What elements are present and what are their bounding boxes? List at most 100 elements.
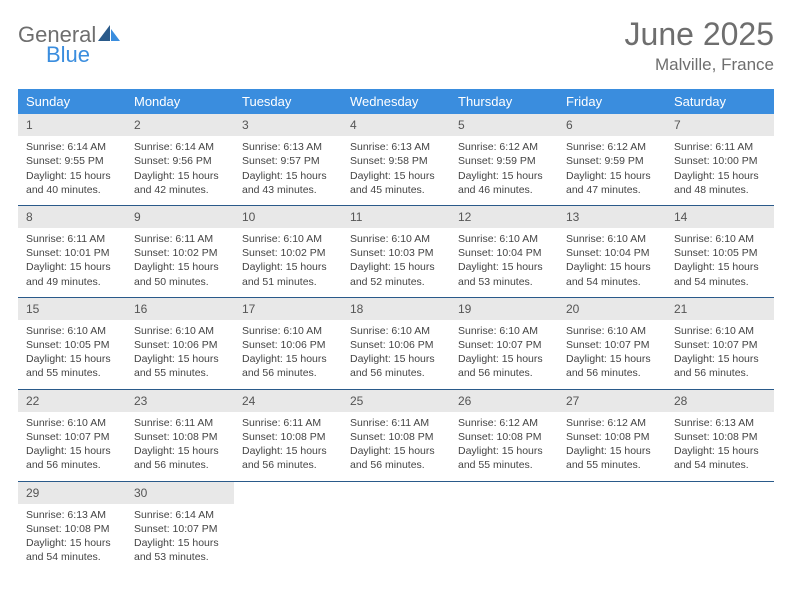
day-number-empty	[234, 482, 342, 504]
day-details: Sunrise: 6:11 AMSunset: 10:00 PMDaylight…	[666, 136, 774, 205]
sunset-line: Sunset: 10:08 PM	[26, 522, 118, 536]
daylight-line: Daylight: 15 hours and 47 minutes.	[566, 169, 658, 197]
sunset-line: Sunset: 9:59 PM	[566, 154, 658, 168]
day-details: Sunrise: 6:10 AMSunset: 10:05 PMDaylight…	[666, 228, 774, 297]
day-number: 15	[18, 298, 126, 320]
calendar-header-row: Sunday Monday Tuesday Wednesday Thursday…	[18, 89, 774, 114]
daylight-line: Daylight: 15 hours and 54 minutes.	[674, 444, 766, 472]
sunset-line: Sunset: 9:58 PM	[350, 154, 442, 168]
calendar-day: 11Sunrise: 6:10 AMSunset: 10:03 PMDaylig…	[342, 206, 450, 297]
calendar-day: 26Sunrise: 6:12 AMSunset: 10:08 PMDaylig…	[450, 390, 558, 481]
daylight-line: Daylight: 15 hours and 40 minutes.	[26, 169, 118, 197]
calendar-day: 20Sunrise: 6:10 AMSunset: 10:07 PMDaylig…	[558, 298, 666, 389]
daylight-line: Daylight: 15 hours and 56 minutes.	[242, 444, 334, 472]
day-number: 7	[666, 114, 774, 136]
day-details: Sunrise: 6:10 AMSunset: 10:02 PMDaylight…	[234, 228, 342, 297]
calendar-day	[450, 482, 558, 573]
calendar-week: 1Sunrise: 6:14 AMSunset: 9:55 PMDaylight…	[18, 114, 774, 205]
sunset-line: Sunset: 10:05 PM	[26, 338, 118, 352]
daylight-line: Daylight: 15 hours and 43 minutes.	[242, 169, 334, 197]
day-number: 14	[666, 206, 774, 228]
calendar-day: 29Sunrise: 6:13 AMSunset: 10:08 PMDaylig…	[18, 482, 126, 573]
sunset-line: Sunset: 9:56 PM	[134, 154, 226, 168]
sunset-line: Sunset: 10:08 PM	[674, 430, 766, 444]
sunset-line: Sunset: 10:07 PM	[134, 522, 226, 536]
daylight-line: Daylight: 15 hours and 54 minutes.	[674, 260, 766, 288]
calendar-day: 13Sunrise: 6:10 AMSunset: 10:04 PMDaylig…	[558, 206, 666, 297]
day-number: 21	[666, 298, 774, 320]
day-number: 6	[558, 114, 666, 136]
sunset-line: Sunset: 10:04 PM	[566, 246, 658, 260]
day-number: 29	[18, 482, 126, 504]
calendar-day: 19Sunrise: 6:10 AMSunset: 10:07 PMDaylig…	[450, 298, 558, 389]
daylight-line: Daylight: 15 hours and 56 minutes.	[242, 352, 334, 380]
sunrise-line: Sunrise: 6:13 AM	[26, 508, 118, 522]
calendar-day	[234, 482, 342, 573]
day-number: 23	[126, 390, 234, 412]
day-details: Sunrise: 6:11 AMSunset: 10:01 PMDaylight…	[18, 228, 126, 297]
calendar-day: 5Sunrise: 6:12 AMSunset: 9:59 PMDaylight…	[450, 114, 558, 205]
day-number: 24	[234, 390, 342, 412]
day-details: Sunrise: 6:12 AMSunset: 9:59 PMDaylight:…	[558, 136, 666, 205]
daylight-line: Daylight: 15 hours and 53 minutes.	[134, 536, 226, 564]
sunrise-line: Sunrise: 6:10 AM	[134, 324, 226, 338]
calendar-day: 23 Sunrise: 6:11 AMSunset: 10:08 PMDaylig…	[126, 390, 234, 481]
day-details: Sunrise: 6:10 AMSunset: 10:04 PMDaylight…	[558, 228, 666, 297]
sunrise-line: Sunrise: 6:12 AM	[458, 140, 550, 154]
location-label: Malville, France	[625, 55, 774, 75]
calendar-day: 30Sunrise: 6:14 AMSunset: 10:07 PMDaylig…	[126, 482, 234, 573]
day-number: 19	[450, 298, 558, 320]
day-details: Sunrise: 6:10 AMSunset: 10:07 PMDaylight…	[450, 320, 558, 389]
sunrise-line: Sunrise: 6:10 AM	[350, 324, 442, 338]
logo-text-blue: Blue	[46, 42, 120, 68]
sunset-line: Sunset: 10:07 PM	[566, 338, 658, 352]
sunrise-line: Sunrise: 6:13 AM	[674, 416, 766, 430]
sunset-line: Sunset: 10:08 PM	[134, 430, 226, 444]
calendar-day: 10Sunrise: 6:10 AMSunset: 10:02 PMDaylig…	[234, 206, 342, 297]
day-number: 3	[234, 114, 342, 136]
col-thursday: Thursday	[450, 89, 558, 114]
day-number: 5	[450, 114, 558, 136]
sunset-line: Sunset: 10:02 PM	[134, 246, 226, 260]
sunrise-line: Sunrise: 6:10 AM	[458, 232, 550, 246]
calendar-day	[666, 482, 774, 573]
day-number: 28	[666, 390, 774, 412]
sunset-line: Sunset: 10:06 PM	[350, 338, 442, 352]
daylight-line: Daylight: 15 hours and 55 minutes.	[458, 444, 550, 472]
sunset-line: Sunset: 10:07 PM	[26, 430, 118, 444]
daylight-line: Daylight: 15 hours and 46 minutes.	[458, 169, 550, 197]
col-sunday: Sunday	[18, 89, 126, 114]
day-details: Sunrise: 6:10 AMSunset: 10:06 PMDaylight…	[342, 320, 450, 389]
day-details: Sunrise: 6:13 AMSunset: 9:58 PMDaylight:…	[342, 136, 450, 205]
calendar-day	[342, 482, 450, 573]
daylight-line: Daylight: 15 hours and 56 minutes.	[350, 444, 442, 472]
sunrise-line: Sunrise: 6:10 AM	[26, 324, 118, 338]
day-number: 9	[126, 206, 234, 228]
sunset-line: Sunset: 10:04 PM	[458, 246, 550, 260]
sunrise-line: Sunrise: 6:12 AM	[566, 416, 658, 430]
logo: GeneralBlue	[18, 22, 120, 68]
day-number: 26	[450, 390, 558, 412]
calendar-day: 15Sunrise: 6:10 AMSunset: 10:05 PMDaylig…	[18, 298, 126, 389]
sunrise-line: Sunrise: 6:11 AM	[26, 232, 118, 246]
daylight-line: Daylight: 15 hours and 52 minutes.	[350, 260, 442, 288]
day-details: Sunrise: 6:10 AMSunset: 10:04 PMDaylight…	[450, 228, 558, 297]
sunrise-line: Sunrise: 6:10 AM	[242, 324, 334, 338]
calendar-day: 4Sunrise: 6:13 AMSunset: 9:58 PMDaylight…	[342, 114, 450, 205]
sunrise-line: Sunrise: 6:11 AM	[242, 416, 334, 430]
month-title: June 2025	[625, 16, 774, 53]
sunrise-line: Sunrise: 6:11 AM	[134, 416, 226, 430]
sunrise-line: Sunrise: 6:10 AM	[566, 232, 658, 246]
day-number: 2	[126, 114, 234, 136]
daylight-line: Daylight: 15 hours and 56 minutes.	[134, 444, 226, 472]
day-details: Sunrise: 6:10 AMSunset: 10:03 PMDaylight…	[342, 228, 450, 297]
calendar-body: 1Sunrise: 6:14 AMSunset: 9:55 PMDaylight…	[18, 114, 774, 572]
calendar-week: 22Sunrise: 6:10 AMSunset: 10:07 PMDaylig…	[18, 389, 774, 481]
daylight-line: Daylight: 15 hours and 55 minutes.	[134, 352, 226, 380]
sunrise-line: Sunrise: 6:10 AM	[674, 324, 766, 338]
calendar-day: 21Sunrise: 6:10 AMSunset: 10:07 PMDaylig…	[666, 298, 774, 389]
calendar-day: 14Sunrise: 6:10 AMSunset: 10:05 PMDaylig…	[666, 206, 774, 297]
calendar-day: 1Sunrise: 6:14 AMSunset: 9:55 PMDaylight…	[18, 114, 126, 205]
day-number-empty	[666, 482, 774, 504]
daylight-line: Daylight: 15 hours and 50 minutes.	[134, 260, 226, 288]
